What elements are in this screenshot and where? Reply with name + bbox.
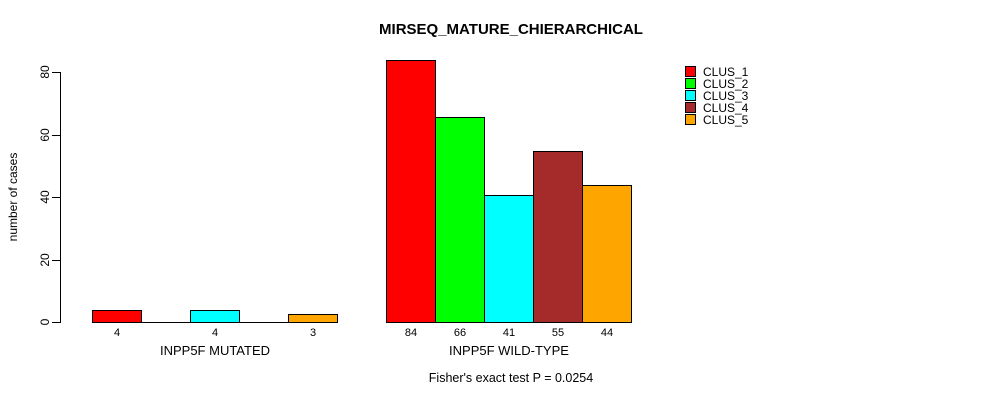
bar-value-label: 84	[404, 327, 418, 339]
bar-clus_1-mutated	[92, 310, 142, 323]
group-label-wild-type: INPP5F WILD-TYPE	[449, 343, 569, 358]
bar-value-label: 44	[600, 327, 614, 339]
legend-label-clus_4: CLUS_4	[703, 101, 749, 115]
zero-bar-clus_2-mutated	[141, 322, 191, 323]
bar-value-label: 66	[453, 327, 467, 339]
bar-clus_5-wild-type	[582, 185, 632, 323]
chart-title: MIRSEQ_MATURE_CHIERARCHICAL	[379, 21, 643, 38]
bar-clus_3-wild-type	[484, 195, 534, 323]
legend-label-clus_3: CLUS_3	[703, 89, 749, 103]
legend-label-clus_2: CLUS_2	[703, 77, 749, 91]
bar-value-label: 4	[211, 327, 219, 339]
bar-clus_2-wild-type	[435, 117, 485, 323]
y-tick-label: 20	[38, 253, 52, 267]
legend-swatch-clus_1	[685, 66, 696, 77]
bar-value-label: 4	[113, 327, 121, 339]
y-tick	[52, 72, 60, 73]
legend-swatch-clus_3	[685, 90, 696, 101]
legend-swatch-clus_5	[685, 114, 696, 125]
y-tick-label: 40	[38, 190, 52, 204]
y-tick-label: 80	[38, 65, 52, 79]
legend-label-clus_5: CLUS_5	[703, 113, 749, 127]
legend-swatch-clus_4	[685, 102, 696, 113]
bar-value-label: 3	[309, 327, 317, 339]
group-label-mutated: INPP5F MUTATED	[159, 343, 271, 358]
y-axis-title: number of cases	[6, 152, 20, 242]
y-tick	[52, 260, 60, 261]
bar-clus_5-mutated	[288, 314, 338, 323]
y-tick	[52, 322, 60, 323]
zero-bar-clus_4-mutated	[239, 322, 289, 323]
y-tick-label: 60	[38, 128, 52, 142]
footnote: Fisher's exact test P = 0.0254	[428, 371, 594, 385]
y-tick	[52, 197, 60, 198]
legend-swatch-clus_2	[685, 78, 696, 89]
y-tick	[52, 135, 60, 136]
bar-value-label: 41	[502, 327, 516, 339]
bar-clus_4-wild-type	[533, 151, 583, 323]
y-tick-label: 0	[38, 318, 52, 326]
legend-label-clus_1: CLUS_1	[703, 65, 749, 79]
y-axis-line	[60, 72, 61, 323]
bar-clus_3-mutated	[190, 310, 240, 323]
bar-clus_1-wild-type	[386, 60, 436, 323]
bar-value-label: 55	[551, 327, 565, 339]
